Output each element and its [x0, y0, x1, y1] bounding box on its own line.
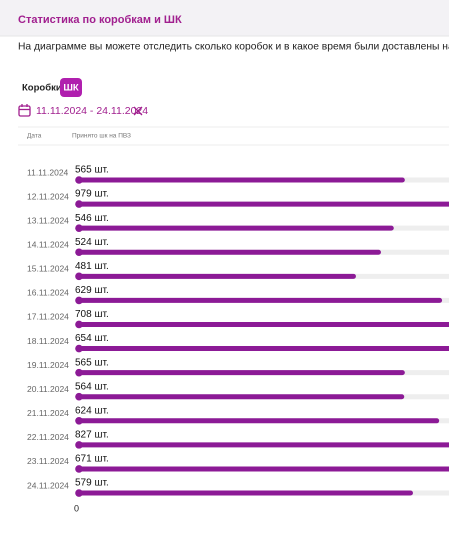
bar-dot [75, 392, 83, 401]
bar [76, 273, 356, 279]
date-label: 12.11.2024 [27, 191, 69, 201]
bar [76, 225, 394, 231]
bar [76, 490, 413, 496]
value-label: 565 шт. [75, 357, 109, 368]
bar-dot [75, 344, 83, 353]
date-label: 17.11.2024 [27, 312, 69, 322]
value-label: 654 шт. [75, 333, 109, 344]
value-label: 979 шт. [75, 189, 109, 200]
column-value: Принято шк на ПВЗ [72, 133, 131, 140]
date-label: 11.11.2024 [27, 167, 69, 177]
bar [76, 394, 405, 400]
value-label: 564 шт. [75, 381, 109, 392]
x-tick-label: 0 [74, 503, 79, 513]
value-label: 827 шт. [75, 430, 109, 441]
value-label: 624 шт. [75, 405, 109, 416]
date-label: 15.11.2024 [27, 264, 69, 274]
value-label: 546 шт. [75, 213, 109, 224]
date-label: 16.11.2024 [27, 288, 69, 298]
header-bar [0, 0, 449, 36]
bar [76, 418, 440, 424]
bar-dot [75, 417, 83, 425]
value-label: 579 шт. [75, 478, 109, 489]
bar [76, 442, 449, 448]
column-date: Дата [27, 133, 42, 140]
bar-dot [75, 489, 83, 497]
bar [76, 249, 381, 255]
bar [76, 321, 449, 327]
value-label: 708 шт. [75, 309, 109, 320]
bar [76, 201, 449, 207]
date-label: 22.11.2024 [27, 432, 69, 442]
bar [76, 297, 443, 303]
bar-dot [75, 296, 83, 305]
bar-dot [75, 272, 83, 281]
header-title: Статистика по коробкам и ШК [18, 14, 182, 26]
bar-dot [75, 248, 83, 257]
clear-date[interactable] [133, 106, 143, 116]
bar [76, 346, 449, 352]
tab-active-bg[interactable] [60, 78, 82, 97]
value-label: 629 шт. [75, 285, 109, 296]
value-label: 671 шт. [75, 454, 109, 465]
bar-dot [75, 320, 83, 329]
value-label: 524 шт. [75, 237, 109, 248]
bar-dot [75, 176, 83, 184]
date-range[interactable]: 11.11.2024 - 24.11.2024 [36, 105, 148, 117]
bar [76, 177, 405, 183]
bar-dot [75, 441, 83, 449]
calendar-icon[interactable] [18, 104, 31, 117]
tab-boxes[interactable]: Коробки [22, 83, 62, 94]
bar [76, 466, 449, 472]
bar-dot [75, 368, 83, 377]
date-label: 18.11.2024 [27, 336, 69, 346]
bar-dot [75, 224, 83, 232]
date-label: 20.11.2024 [27, 384, 69, 394]
value-label: 481 шт. [75, 261, 109, 272]
bar [76, 370, 405, 376]
date-label: 21.11.2024 [27, 408, 69, 418]
tab-barcodes[interactable]: ШК [63, 83, 79, 94]
date-label: 13.11.2024 [27, 215, 69, 225]
date-label: 14.11.2024 [27, 239, 69, 249]
bar-dot [75, 200, 83, 208]
date-label: 23.11.2024 [27, 456, 69, 466]
date-label: 24.11.2024 [27, 480, 69, 490]
description: На диаграмме вы можете отследить сколько… [18, 41, 449, 53]
date-label: 19.11.2024 [27, 360, 69, 370]
bar-dot [75, 465, 83, 473]
value-label: 565 шт. [75, 165, 109, 176]
